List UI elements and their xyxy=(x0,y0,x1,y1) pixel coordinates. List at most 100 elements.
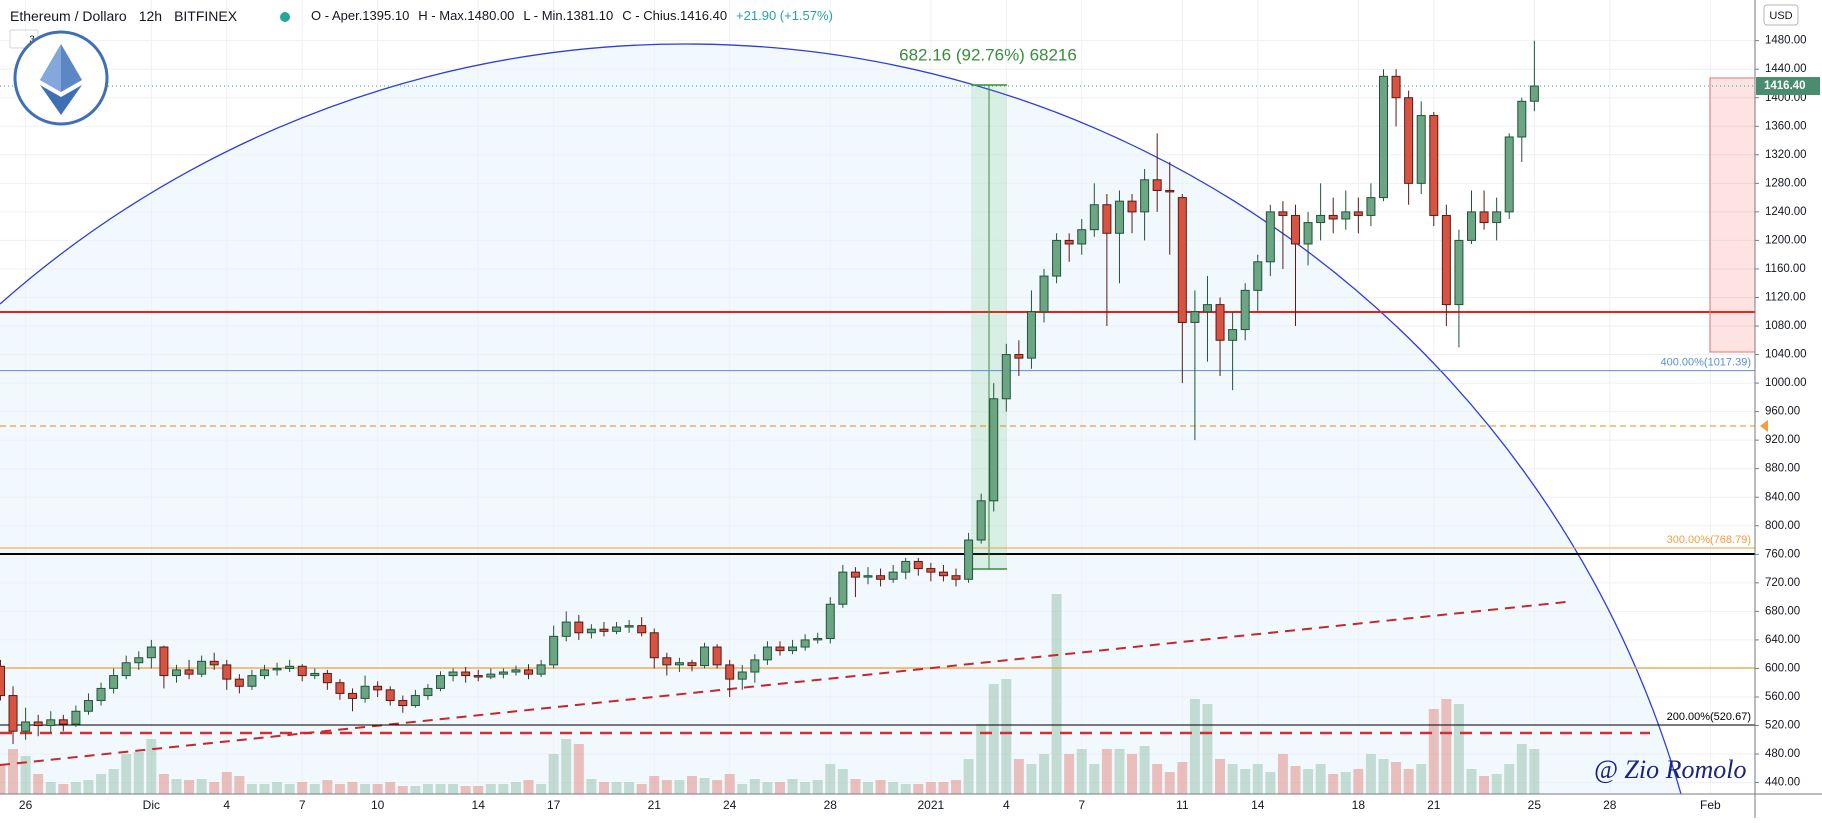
candle-body xyxy=(1492,211,1502,224)
x-tick-label: 7 xyxy=(299,798,306,812)
volume-bar xyxy=(1026,764,1037,794)
candle-body xyxy=(561,621,571,637)
volume-bar xyxy=(1504,764,1515,794)
y-tick-label: 840.00 xyxy=(1765,491,1800,503)
candle-body xyxy=(964,539,974,580)
x-tick-label: 4 xyxy=(1003,798,1010,812)
volume-bar xyxy=(422,784,433,794)
y-tick-label: 920.00 xyxy=(1765,434,1800,446)
candle-body xyxy=(121,662,131,677)
volume-bar xyxy=(259,784,270,794)
candle-body xyxy=(1177,197,1187,323)
volume-bar xyxy=(1491,774,1502,794)
candle-body xyxy=(825,603,835,639)
volume-bar xyxy=(938,782,949,794)
x-tick-label: 25 xyxy=(1528,798,1542,812)
candle-body xyxy=(1127,200,1137,213)
volume-bar xyxy=(900,784,911,794)
candle-body xyxy=(259,669,269,677)
y-tick-label: 520.00 xyxy=(1765,720,1800,732)
volume-bar xyxy=(272,782,283,794)
candle-body xyxy=(171,669,181,677)
volume-bar xyxy=(523,780,534,794)
y-tick-label: 1040.00 xyxy=(1765,349,1807,361)
fib-level-label: 300.00%(768.79) xyxy=(1667,534,1751,546)
volume-bar xyxy=(171,779,182,794)
volume-bar xyxy=(33,774,44,794)
volume-bar xyxy=(410,786,421,794)
candle-body xyxy=(762,646,772,661)
currency: USD xyxy=(1769,10,1792,22)
candle-body xyxy=(687,662,697,667)
volume-bar xyxy=(963,759,974,794)
candle-body xyxy=(1467,211,1477,241)
candle-body xyxy=(373,685,383,691)
x-tick-label: Dic xyxy=(143,798,160,812)
volume-bar xyxy=(1139,746,1150,794)
candle-body xyxy=(486,673,496,678)
ohlc-close: C - Chius.1416.40 xyxy=(622,8,727,23)
status-dot xyxy=(280,12,290,22)
volume-bar xyxy=(988,684,999,794)
x-tick-label: 26 xyxy=(19,798,33,812)
candle-body xyxy=(109,675,119,689)
candle-body xyxy=(1001,354,1011,400)
symbol-line: Ethereum / Dollaro 12h BITFINEX xyxy=(10,8,238,24)
candle-body xyxy=(1253,261,1263,291)
volume-bar xyxy=(322,780,333,794)
candle-body xyxy=(599,628,609,632)
volume-bar xyxy=(1202,704,1213,794)
candle-body xyxy=(436,675,446,689)
candle-body xyxy=(976,500,986,541)
candle-body xyxy=(725,664,735,680)
volume-bar xyxy=(158,774,169,794)
candle-body xyxy=(83,700,93,712)
y-tick-label: 1440.00 xyxy=(1765,63,1807,75)
candle-body xyxy=(310,672,320,677)
candle-body xyxy=(1102,204,1112,234)
symbol: Ethereum / Dollaro xyxy=(10,8,127,24)
volume-bar xyxy=(1001,679,1012,794)
volume-bar xyxy=(121,754,132,794)
candle-body xyxy=(71,710,81,725)
background-layer xyxy=(0,43,1681,795)
volume-bar xyxy=(1265,772,1276,794)
volume-bar xyxy=(1227,764,1238,794)
candle-body xyxy=(1517,100,1527,138)
candle-body xyxy=(1240,289,1250,331)
volume-bar xyxy=(1189,699,1200,794)
volume-bar xyxy=(473,786,484,794)
candle-body xyxy=(536,664,546,675)
candle-body xyxy=(876,575,886,580)
x-tick-label: 7 xyxy=(1078,798,1085,812)
volume-bar xyxy=(712,780,723,794)
candle-body xyxy=(398,700,408,707)
volume-bar xyxy=(1277,754,1288,794)
candle-body xyxy=(1328,214,1338,220)
candle-body xyxy=(838,571,848,605)
volume-bar xyxy=(83,780,94,794)
candles xyxy=(0,40,1539,745)
y-tick-label: 1200.00 xyxy=(1765,234,1807,246)
candle-body xyxy=(1077,229,1087,245)
candle-body xyxy=(775,646,785,652)
volume-bar xyxy=(284,784,295,794)
volume-bar xyxy=(1416,764,1427,794)
candle-body xyxy=(1366,197,1376,216)
time-axis-bg xyxy=(0,794,1822,818)
y-tick-label: 1240.00 xyxy=(1765,206,1807,218)
volume-bar xyxy=(234,776,245,794)
candle-body xyxy=(624,625,634,628)
candle-body xyxy=(1353,211,1363,216)
x-tick-label: 11 xyxy=(1176,798,1189,812)
currency-box[interactable] xyxy=(1763,4,1799,26)
volume-bar xyxy=(58,784,69,794)
y-tick-label: 1320.00 xyxy=(1765,149,1807,161)
volume-bar xyxy=(875,780,886,794)
candle-body xyxy=(1529,85,1539,102)
volume-bar xyxy=(1240,769,1251,794)
y-tick-label: 880.00 xyxy=(1765,463,1800,475)
candle-body xyxy=(423,687,433,697)
y-tick-label: 960.00 xyxy=(1765,406,1800,418)
